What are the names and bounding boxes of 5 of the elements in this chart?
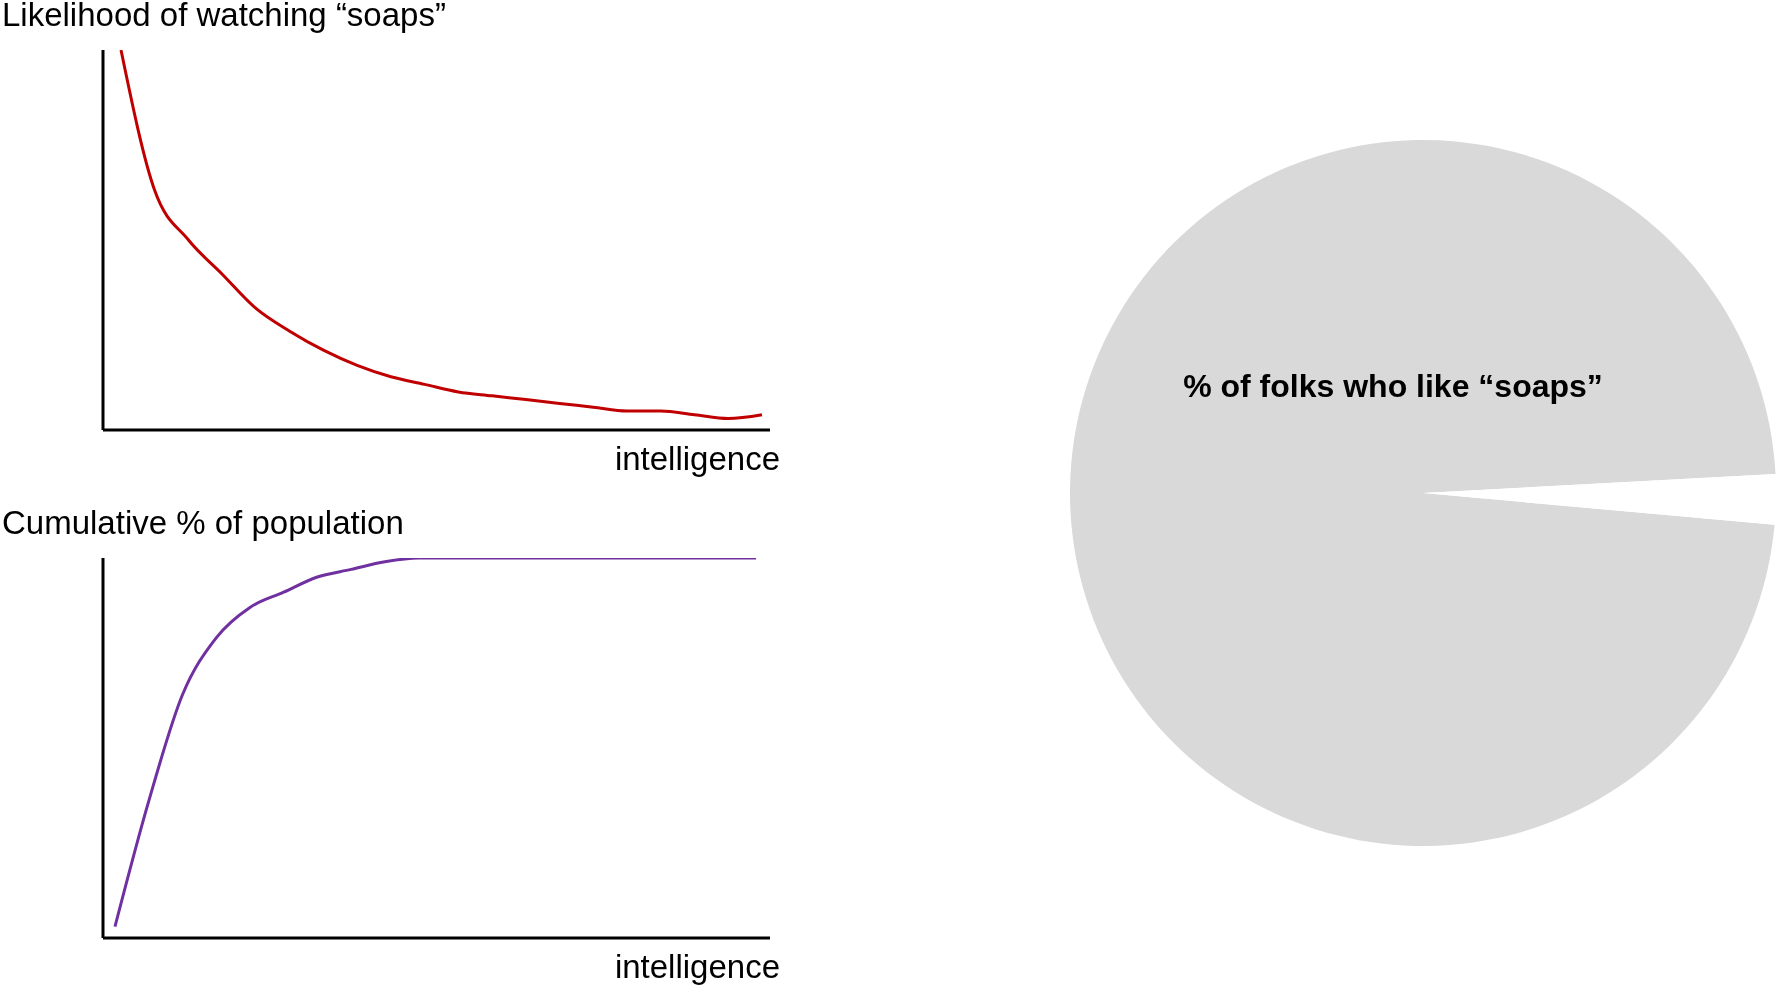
slice-label: % of folks who like “soaps” bbox=[1183, 368, 1603, 405]
x-axis-title: intelligence bbox=[614, 440, 780, 478]
chart-title: Cumulative % of population bbox=[2, 504, 404, 542]
chart-title: Likelihood of watching “soaps” bbox=[2, 0, 446, 34]
x-axis-title: intelligence bbox=[614, 948, 780, 985]
